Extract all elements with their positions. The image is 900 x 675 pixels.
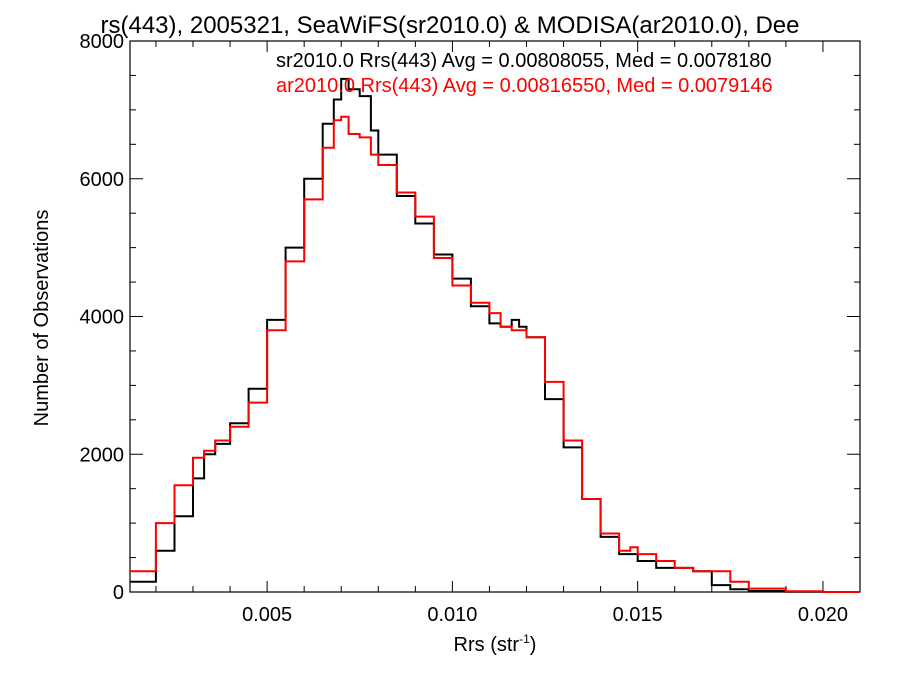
x-axis-label-exponent: -1 xyxy=(519,632,530,646)
x-tick-label: 0.005 xyxy=(242,604,292,626)
legend-entry-1: sr2010.0 Rrs(443) Avg = 0.00808055, Med … xyxy=(276,50,772,72)
legend-entry-2: ar2010.0 Rrs(443) Avg = 0.00816550, Med … xyxy=(276,75,773,97)
x-tick-label: 0.010 xyxy=(427,604,477,626)
y-tick-label: 4000 xyxy=(80,307,125,329)
x-tick-label: 0.015 xyxy=(613,604,663,626)
x-axis: 0.005 0.010 0.015 0.020 xyxy=(155,41,848,626)
y-tick-label: 2000 xyxy=(80,444,125,466)
series-layer xyxy=(130,77,860,593)
y-tick-label: 0 xyxy=(113,582,124,604)
y-axis-label: Number of Observations xyxy=(31,210,53,427)
x-axis-label: Rrs (str-1) xyxy=(454,632,537,656)
y-axis: 0 2000 4000 6000 8000 xyxy=(80,31,860,604)
plot-border xyxy=(129,40,861,593)
series-line-1 xyxy=(130,77,860,593)
legend: sr2010.0 Rrs(443) Avg = 0.00808055, Med … xyxy=(276,50,773,97)
series-line-2 xyxy=(130,115,860,593)
x-axis-label-close: ) xyxy=(530,634,537,656)
plot-area xyxy=(129,40,861,593)
y-tick-label: 8000 xyxy=(80,31,125,53)
chart-title: rs(443), 2005321, SeaWiFS(sr2010.0) & MO… xyxy=(101,12,800,39)
x-axis-label-main: Rrs (str xyxy=(454,634,520,656)
x-tick-label: 0.020 xyxy=(798,604,848,626)
y-tick-label: 6000 xyxy=(80,169,125,191)
